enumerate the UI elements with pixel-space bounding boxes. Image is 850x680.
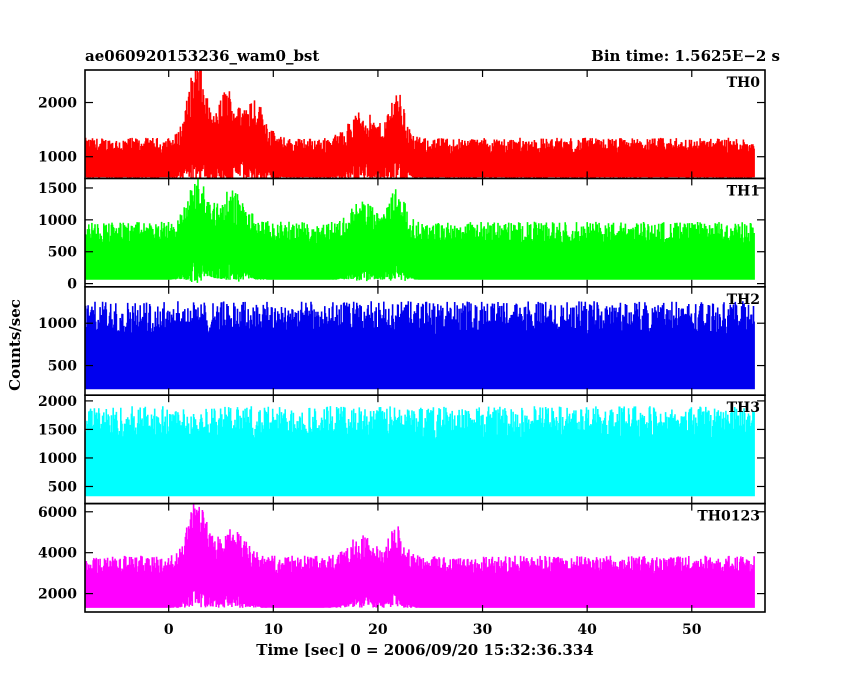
y-tick-label: 4000 — [38, 546, 77, 562]
y-tick-label: 500 — [48, 479, 77, 495]
chart-title: ae060920153236_wam0_bst — [85, 47, 319, 65]
panel-label: TH1 — [727, 183, 760, 199]
panel-th1: 0 500 1000 1500 TH1 — [38, 177, 766, 293]
bin-time-label: Bin time: 1.5625E−2 s — [591, 47, 780, 65]
x-tick-label: 40 — [577, 622, 597, 638]
x-axis-label: Time [sec] 0 = 2006/09/20 15:32:36.334 — [256, 641, 593, 659]
panel-th2: 500 1000 TH2 — [38, 285, 766, 396]
panel-label: TH0123 — [697, 509, 760, 525]
panel-label: TH0 — [727, 75, 761, 91]
series-th3 — [85, 406, 755, 497]
x-tick-label: 10 — [264, 622, 284, 638]
y-axis-label: Counts/sec — [6, 299, 24, 391]
panel-th0123: 2000 4000 6000 TH0123 — [38, 502, 766, 613]
y-tick-label: 1000 — [38, 150, 77, 166]
y-tick-label: 1000 — [38, 316, 77, 332]
panel-frame — [84, 502, 766, 613]
series-th2 — [85, 301, 755, 390]
x-tick-label: 0 — [164, 622, 174, 638]
series-th0 — [85, 70, 755, 179]
panel-th3: 500 1000 1500 2000 TH3 — [38, 394, 766, 505]
y-tick-label: 1000 — [38, 451, 77, 467]
y-tick-label: 500 — [48, 359, 77, 375]
y-tick-label: 1000 — [38, 213, 77, 229]
y-tick-label: 2000 — [38, 394, 77, 410]
x-tick-label: 20 — [368, 622, 388, 638]
x-tick-label: 30 — [473, 622, 493, 638]
y-tick-label: 2000 — [38, 587, 77, 603]
series-th0123 — [85, 504, 755, 608]
series-th1 — [85, 178, 755, 283]
panel-label: TH3 — [727, 400, 760, 416]
y-tick-label: 2000 — [38, 96, 77, 112]
x-tick-label: 50 — [682, 622, 702, 638]
y-tick-label: 6000 — [38, 505, 77, 521]
panel-label: TH2 — [727, 292, 760, 308]
panel-th0: 1000 2000 TH0 — [38, 69, 766, 180]
y-tick-label: 500 — [48, 245, 77, 261]
y-tick-label: 0 — [67, 277, 77, 293]
y-tick-label: 1500 — [38, 422, 77, 438]
y-tick-label: 1500 — [38, 181, 77, 197]
